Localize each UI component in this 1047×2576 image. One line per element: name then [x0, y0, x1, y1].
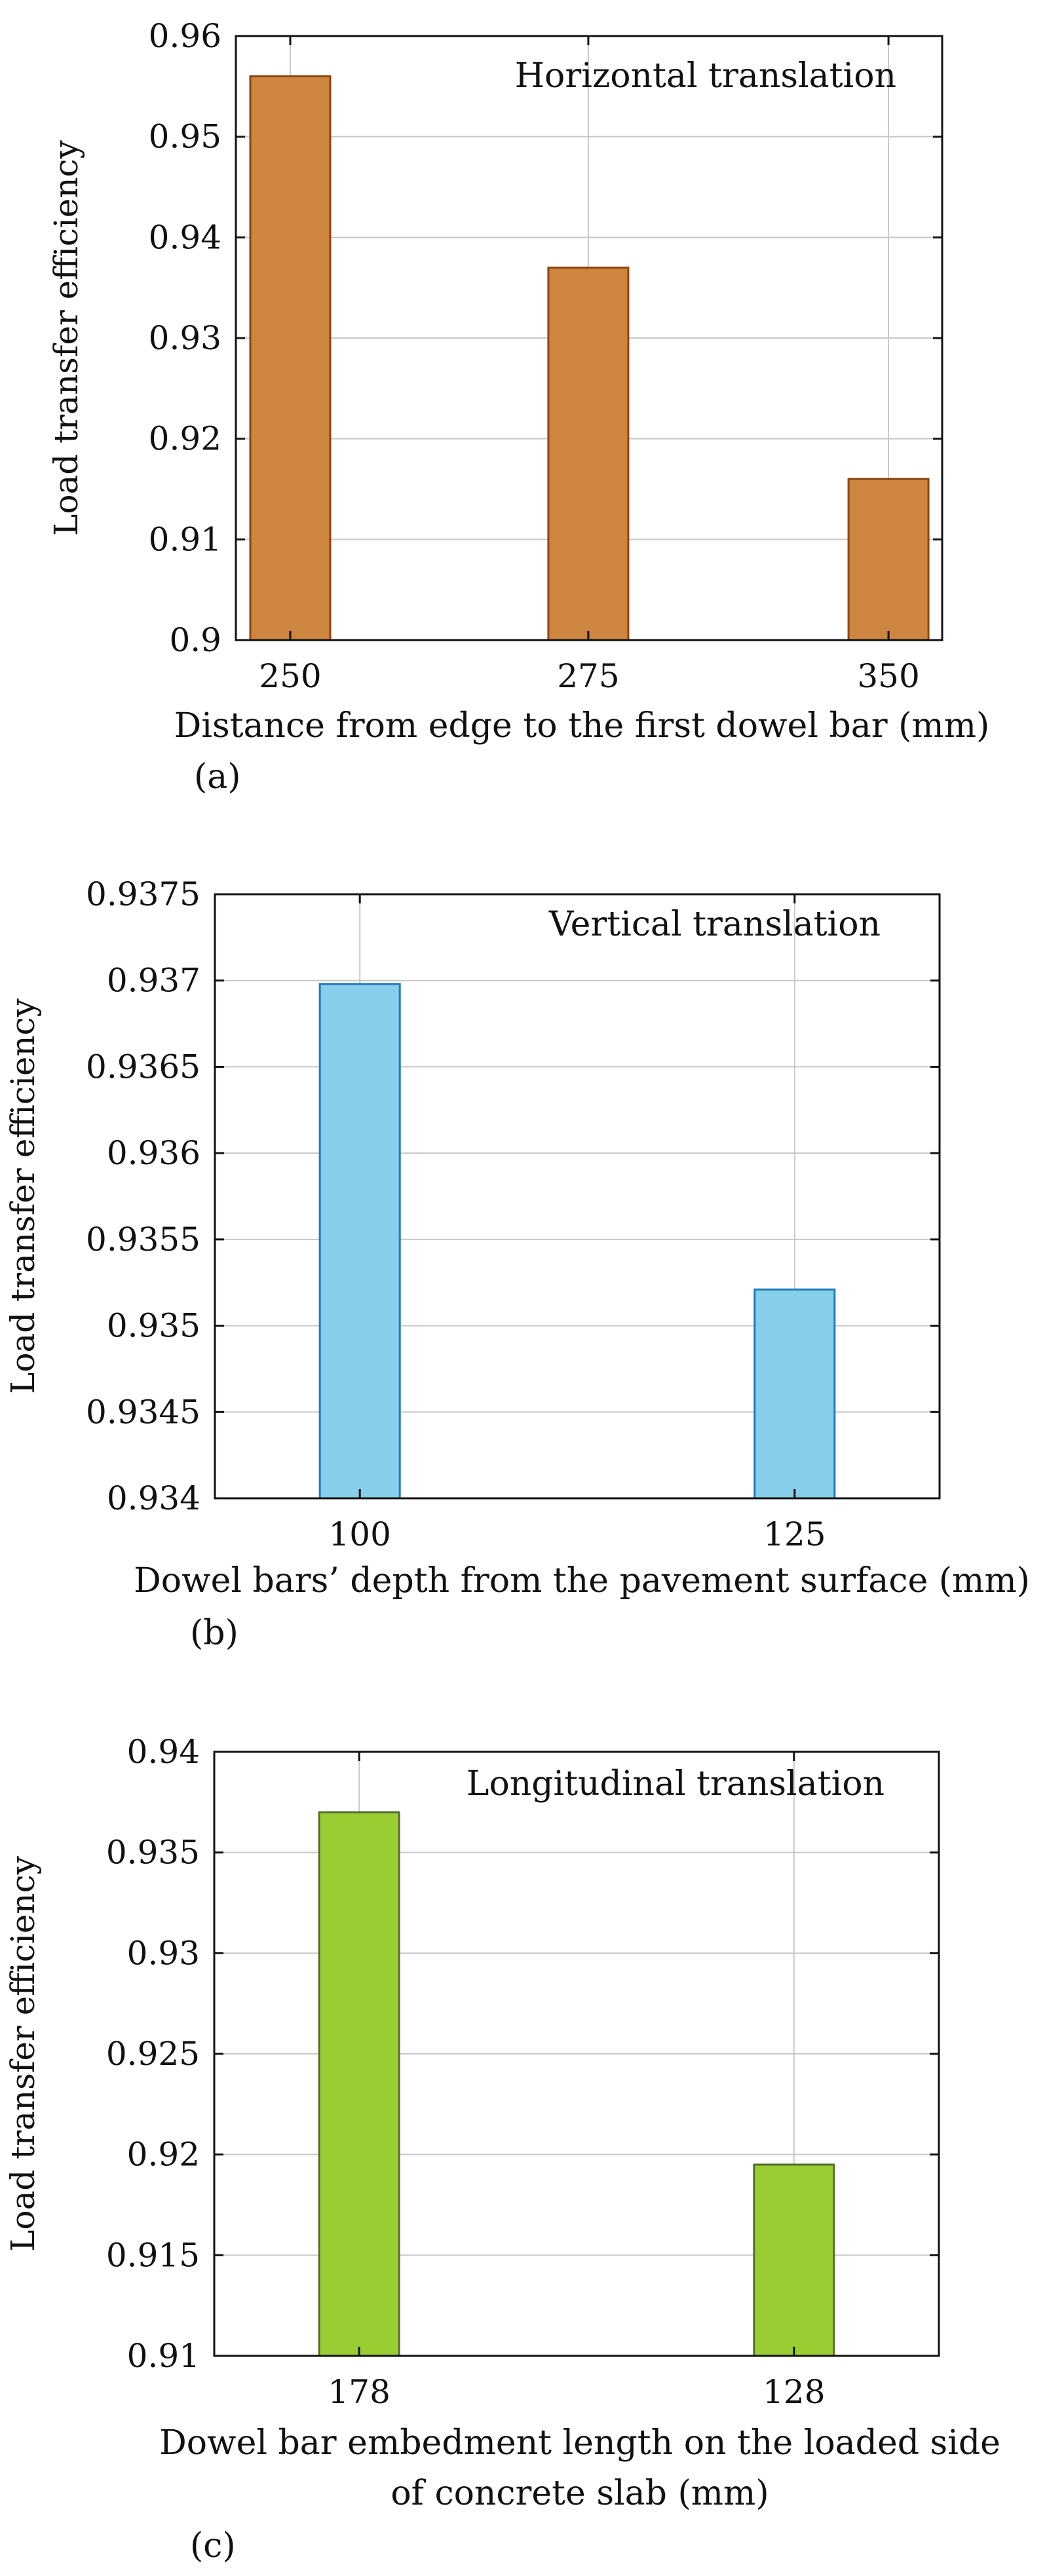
y-tick-label: 0.935 [106, 1834, 200, 1872]
x-axis-label: Distance from edge to the first dowel ba… [174, 706, 990, 746]
plot-frame [214, 893, 941, 1500]
y-tick-label: 0.96 [149, 17, 221, 55]
y-axis-label: Load transfer efficiency [4, 1855, 42, 2251]
bar [318, 983, 401, 1500]
y-tick-label: 0.9365 [86, 1048, 200, 1086]
bar [249, 75, 332, 641]
y-tick-label: 0.9355 [86, 1221, 200, 1259]
panel-label: (b) [190, 1614, 238, 1653]
y-axis-label: Load transfer efficiency [4, 998, 42, 1393]
x-tick-label: 178 [328, 2373, 390, 2411]
y-tick-label: 0.915 [106, 2236, 200, 2274]
y-tick-label: 0.936 [107, 1134, 200, 1172]
y-tick-label: 0.93 [149, 319, 221, 357]
y-tick-label: 0.91 [127, 2337, 200, 2375]
y-axis-label: Load transfer efficiency [47, 140, 85, 535]
x-tick-label: 250 [259, 657, 321, 695]
chart-panel-1: 0.9 0.91 0.92 0.93 0.94 0.95 0.96 250 275 350 Hori… [47, 17, 989, 797]
bar [753, 2163, 835, 2357]
x-tick-label: 125 [763, 1515, 826, 1553]
x-axis-label: Dowel bars’ depth from the pavement surf… [134, 1561, 1030, 1601]
bar [318, 1811, 400, 2357]
y-tick-label: 0.92 [127, 2136, 200, 2174]
y-tick-label: 0.92 [149, 420, 221, 458]
annotation-label: Vertical translation [548, 905, 881, 944]
panel-label: (c) [190, 2526, 236, 2566]
y-tick-label: 0.9 [169, 621, 221, 659]
x-axis-label: Dowel bar embedment length on the loaded… [159, 2423, 1000, 2463]
chart-panel-3: 0.91 0.915 0.92 0.925 0.93 0.935 0.94 178 128 Lon… [4, 1733, 1000, 2566]
y-tick-label: 0.91 [149, 520, 221, 558]
y-tick-label: 0.94 [149, 218, 221, 256]
bar [847, 478, 930, 641]
bar [547, 266, 630, 641]
y-tick-label: 0.937 [107, 962, 200, 1000]
x-axis-label: of concrete slab (mm) [390, 2474, 769, 2513]
y-tick-label: 0.93 [127, 1934, 200, 1972]
x-tick-label: 100 [328, 1515, 390, 1553]
bar [753, 1288, 836, 1500]
y-tick-label: 0.934 [107, 1479, 200, 1517]
y-tick-label: 0.9375 [86, 875, 200, 913]
y-tick-label: 0.95 [149, 118, 221, 156]
y-tick-label: 0.935 [107, 1307, 200, 1345]
panel-label: (a) [194, 757, 241, 797]
annotation-label: Longitudinal translation [466, 1764, 885, 1804]
annotation-label: Horizontal translation [515, 56, 896, 96]
chart-panel-2: 0.934 0.9345 0.935 0.9355 0.936 0.9365 0.937 0.… [4, 875, 1030, 1653]
y-tick-label: 0.94 [127, 1733, 200, 1771]
x-tick-label: 350 [857, 657, 919, 695]
x-tick-label: 128 [763, 2373, 825, 2411]
y-tick-label: 0.9345 [86, 1393, 200, 1431]
y-tick-label: 0.925 [106, 2035, 200, 2073]
x-tick-label: 275 [557, 657, 619, 695]
